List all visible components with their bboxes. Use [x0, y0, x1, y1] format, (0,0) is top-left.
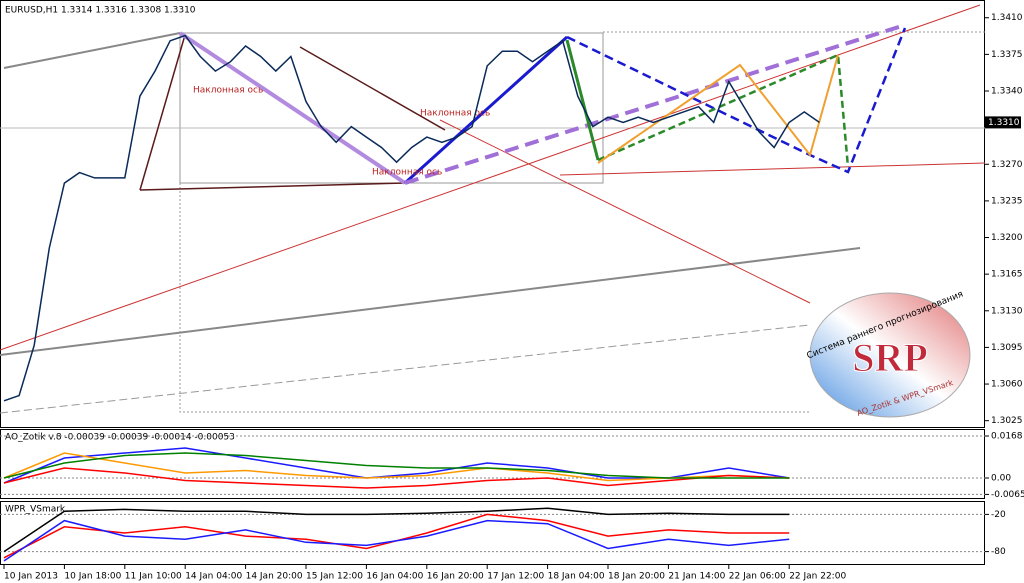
wpr-panel — [0, 501, 985, 565]
trend — [439, 119, 811, 304]
y-tick-label: -20 — [991, 510, 1006, 520]
annotation: Наклонная ось — [372, 168, 442, 178]
trend — [0, 247, 861, 356]
trend — [139, 182, 406, 191]
series-line — [3, 467, 790, 489]
series-line — [3, 507, 790, 553]
y-tick-label: 1.3340 — [991, 87, 1023, 97]
x-tick-label: 22 Jan 22:00 — [789, 572, 846, 582]
x-tick-label: 16 Jan 20:00 — [427, 572, 484, 582]
x-tick-label: 18 Jan 04:00 — [548, 572, 605, 582]
annotation: Наклонная ось — [420, 109, 490, 119]
y-tick-label: -0.00656 — [991, 490, 1024, 500]
wave — [565, 39, 600, 161]
y-tick-label: 1.3095 — [991, 343, 1023, 353]
x-tick-label: 17 Jan 12:00 — [487, 572, 544, 582]
y-tick-label: 1.3025 — [991, 416, 1023, 426]
y-tick-label: 0.00 — [991, 474, 1011, 484]
x-tick-label: 14 Jan 20:00 — [246, 572, 303, 582]
x-tick-label: 11 Jan 10:00 — [125, 572, 182, 582]
trend — [139, 34, 186, 191]
trend — [559, 162, 986, 176]
series-line — [3, 519, 790, 562]
indicator-title: AO_Zotik v.8 -0.00039 -0.00039 -0.00014 … — [5, 433, 235, 443]
trend — [299, 46, 446, 131]
indicator-title: WPR_VSmark — [5, 505, 66, 515]
x-tick-label: 16 Jan 04:00 — [366, 572, 423, 582]
price-box — [985, 116, 1021, 129]
wave — [403, 35, 569, 185]
wave — [404, 23, 906, 185]
x-tick-label: 10 Jan 18:00 — [64, 572, 121, 582]
y-tick-label: 0.0168 — [991, 432, 1023, 442]
x-tick-label: 22 Jan 06:00 — [729, 572, 786, 582]
y-tick-label: 1.3410 — [991, 13, 1023, 23]
trend — [0, 324, 811, 414]
annotation: Наклонная ось — [193, 86, 263, 96]
x-tick-label: 18 Jan 20:00 — [608, 572, 665, 582]
wave — [178, 31, 407, 185]
x-tick-label: 14 Jan 04:00 — [185, 572, 242, 582]
y-tick-label: 1.3165 — [991, 270, 1023, 280]
drawn-objects — [0, 4, 986, 414]
y-tick-label: 1.3235 — [991, 196, 1023, 206]
x-tick-label: 15 Jan 12:00 — [306, 572, 363, 582]
chart-title: EURUSD,H1 1.3314 1.3316 1.3308 1.3310 — [5, 6, 196, 16]
wave — [597, 53, 850, 168]
series-line — [3, 34, 820, 402]
x-tick-label: 21 Jan 14:00 — [668, 572, 725, 582]
dotted-frame — [179, 183, 810, 413]
y-tick-label: 1.3200 — [991, 233, 1023, 243]
logo-badge — [809, 292, 971, 418]
y-tick-label: 1.3375 — [991, 50, 1023, 60]
logo-title: SRP — [852, 335, 928, 380]
y-tick-label: 1.3270 — [991, 160, 1023, 170]
trend — [3, 32, 181, 69]
x-tick-label: 10 Jan 2013 — [4, 572, 58, 582]
y-tick-label: 1.3060 — [991, 380, 1023, 390]
trend — [0, 4, 981, 351]
series-line — [3, 452, 790, 479]
price-label: 1.3310 — [988, 118, 1020, 128]
wave — [597, 54, 839, 164]
series-line — [3, 452, 790, 482]
y-tick-label: 1.3130 — [991, 306, 1023, 316]
y-tick-label: -80 — [991, 547, 1006, 557]
